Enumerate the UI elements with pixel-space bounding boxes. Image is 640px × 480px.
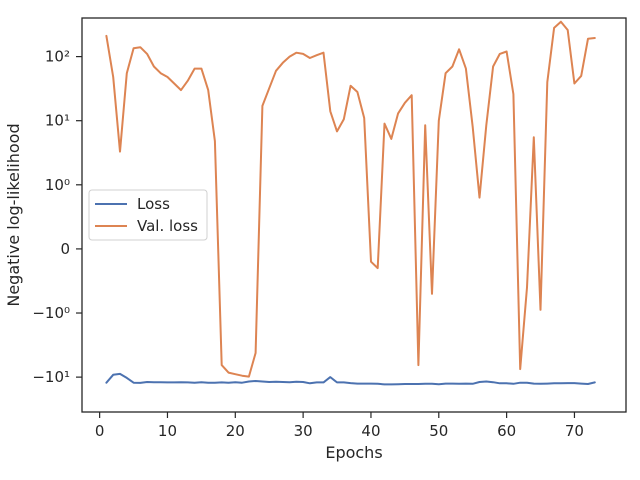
y-tick-label: 10¹ [45,112,70,130]
legend-label-val-loss: Val. loss [137,217,198,235]
y-axis-ticks: −10¹ −10⁰ 0 10⁰ 10¹ 10² [32,48,82,386]
series-line-val-loss [105,20,596,378]
y-axis-label: Negative log-likelihood [4,123,23,306]
y-tick-label: 0 [60,240,70,258]
axes-frame [81,17,627,413]
y-tick-label: 10² [45,48,70,66]
x-tick-label: 50 [429,422,448,440]
x-tick-label: 10 [158,422,177,440]
x-tick-label: 60 [497,422,516,440]
x-tick-label: 40 [361,422,380,440]
series-line-loss [105,372,596,386]
series-layer [105,20,596,386]
y-tick-label: −10⁰ [32,304,70,322]
x-axis-label: Epochs [325,443,382,462]
x-tick-label: 20 [226,422,245,440]
y-tick-label: 10⁰ [45,176,70,194]
x-axis-ticks: 0 10 20 30 40 50 60 70 [95,412,584,440]
x-tick-label: 0 [95,422,105,440]
y-tick-label: −10¹ [32,368,70,386]
legend-box [88,189,208,241]
x-tick-label: 30 [294,422,313,440]
legend: Loss Val. loss [88,189,208,241]
legend-label-loss: Loss [137,195,170,213]
x-tick-label: 70 [565,422,584,440]
